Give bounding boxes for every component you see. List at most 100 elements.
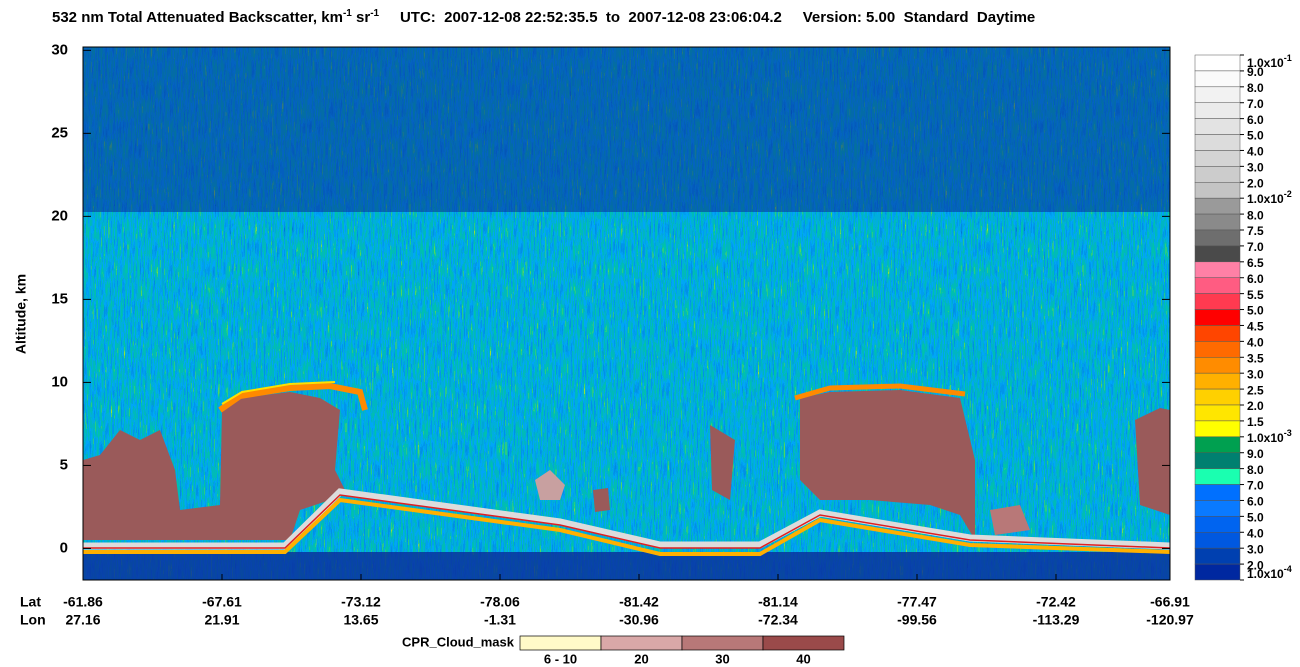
colorbar-label: 5.0: [1247, 129, 1264, 143]
colorbar-label: 7.0: [1247, 240, 1264, 254]
colorbar-swatch: [1194, 277, 1241, 294]
colorbar-swatch: [1194, 388, 1241, 406]
plot-image: [83, 47, 1170, 580]
colorbar-swatch: [1194, 134, 1241, 151]
colorbar-swatch: [1194, 309, 1241, 326]
colorbar-label: 5.0: [1247, 511, 1264, 525]
colorbar-label: 5.0: [1247, 304, 1264, 318]
x-tick-label: -81.42: [619, 594, 659, 610]
colorbar-swatch: [1194, 484, 1241, 501]
cloud-mask-swatch: [519, 635, 602, 651]
colorbar-swatch: [1194, 245, 1241, 263]
colorbar-swatch: [1194, 372, 1241, 390]
colorbar-swatch: [1194, 182, 1241, 199]
cloud: [990, 505, 1030, 535]
colorbar-label: 6.0: [1247, 495, 1264, 509]
cloud-mask-swatch: [681, 635, 764, 651]
y-tick-label: 0: [60, 539, 68, 556]
x-tick-label: -66.91: [1150, 594, 1190, 610]
colorbar-label: 3.0: [1247, 161, 1264, 175]
title-part: 532 nm Total Attenuated Backscatter, km: [52, 9, 343, 26]
colorbar-label: 2.5: [1247, 383, 1264, 397]
colorbar-swatch: [1194, 436, 1241, 453]
x-tick-label: -77.47: [897, 594, 937, 610]
colorbar-swatch: [1194, 261, 1241, 278]
colorbar-label-exp: -2: [1284, 190, 1292, 200]
colorbar-swatch: [1194, 452, 1241, 469]
cloud: [710, 425, 735, 500]
chart-title: 532 nm Total Attenuated Backscatter, km-…: [52, 8, 1035, 26]
x-row-label: Lon: [20, 612, 46, 628]
colorbar-label: 7.0: [1247, 97, 1264, 111]
cloud-mask-label: 20: [634, 651, 648, 666]
colorbar-swatch: [1194, 54, 1241, 72]
colorbar-swatch: [1194, 500, 1241, 517]
colorbar-swatch: [1194, 404, 1241, 422]
colorbar-swatch: [1194, 293, 1241, 310]
colorbar-label: 6.5: [1247, 256, 1264, 270]
colorbar-label: 2.0: [1247, 399, 1264, 413]
colorbar-label-exp: -4: [1284, 564, 1292, 574]
colorbar-label: 9.0: [1247, 447, 1264, 461]
x-tick-label: -120.97: [1146, 612, 1194, 628]
y-tick-label: 20: [51, 207, 68, 224]
colorbar-label: 4.0: [1247, 526, 1264, 540]
colorbar-label: 8.0: [1247, 463, 1264, 477]
colorbar-swatch: [1194, 150, 1241, 167]
cloud: [800, 390, 975, 540]
colorbar-swatch: [1194, 532, 1241, 549]
x-row-label: Lat: [20, 594, 41, 610]
plot-frame: [82, 46, 1171, 581]
colorbar-label: 5.5: [1247, 288, 1264, 302]
colorbar-label: 3.0: [1247, 367, 1264, 381]
x-tick-label: -99.56: [897, 612, 937, 628]
colorbar-label: 8.0: [1247, 208, 1264, 222]
y-axis-label: Altitude, km: [13, 274, 29, 354]
cloud: [83, 392, 345, 540]
colorbar-swatch: [1194, 229, 1241, 247]
colorbar-label-base: 1.0x10: [1247, 192, 1284, 206]
cloud-top: [794, 383, 966, 401]
cloud-mask-swatch: [600, 635, 683, 651]
colorbar-swatch: [1194, 547, 1241, 565]
colorbar-label: 6.0: [1247, 113, 1264, 127]
colorbar-swatch: [1194, 70, 1241, 88]
colorbar-swatch: [1194, 197, 1241, 215]
colorbar-swatch: [1194, 166, 1241, 183]
colorbar-label: 2.0: [1247, 558, 1264, 572]
colorbar-label: 7.5: [1247, 224, 1264, 238]
colorbar-label: 9.0: [1247, 65, 1264, 79]
colorbar-swatch: [1194, 563, 1241, 581]
colorbar-label: 1.5: [1247, 415, 1264, 429]
colorbar-label: 8.0: [1247, 81, 1264, 95]
colorbar-swatch: [1194, 420, 1241, 438]
x-tick-label: -67.61: [202, 594, 242, 610]
x-tick-label: -72.34: [758, 612, 798, 628]
x-tick-label: -81.14: [758, 594, 798, 610]
cloud-mask-label: 40: [796, 651, 810, 666]
x-tick-label: -113.29: [1033, 612, 1080, 628]
colorbar-swatch: [1194, 102, 1241, 119]
colorbar-label-base: 1.0x10: [1247, 567, 1284, 581]
colorbar-label: 6.0: [1247, 272, 1264, 286]
cloud-mask-title: CPR_Cloud_mask: [402, 634, 515, 649]
colorbar-swatch: [1194, 118, 1241, 135]
colorbar-label-base: 1.0x10: [1247, 431, 1284, 445]
surface-line: [83, 494, 1170, 549]
y-tick-label: 15: [51, 290, 68, 307]
surface-band: [83, 488, 1170, 550]
cloud-top: [221, 381, 336, 405]
title-part: sr: [351, 9, 371, 26]
subsurface: [83, 552, 1170, 580]
colorbar-label: 3.0: [1247, 542, 1264, 556]
x-tick-label: 21.91: [204, 612, 239, 628]
x-tick-label: -1.31: [484, 612, 516, 628]
colorbar-label: 4.5: [1247, 320, 1264, 334]
colorbar-label: 7.0: [1247, 479, 1264, 493]
colorbar-swatch: [1194, 357, 1241, 374]
cloud-top: [218, 382, 368, 413]
y-tick-label: 10: [51, 373, 68, 390]
cloud-mask-swatch: [762, 635, 845, 651]
colorbar-label-base: 1.0x10: [1247, 56, 1284, 70]
